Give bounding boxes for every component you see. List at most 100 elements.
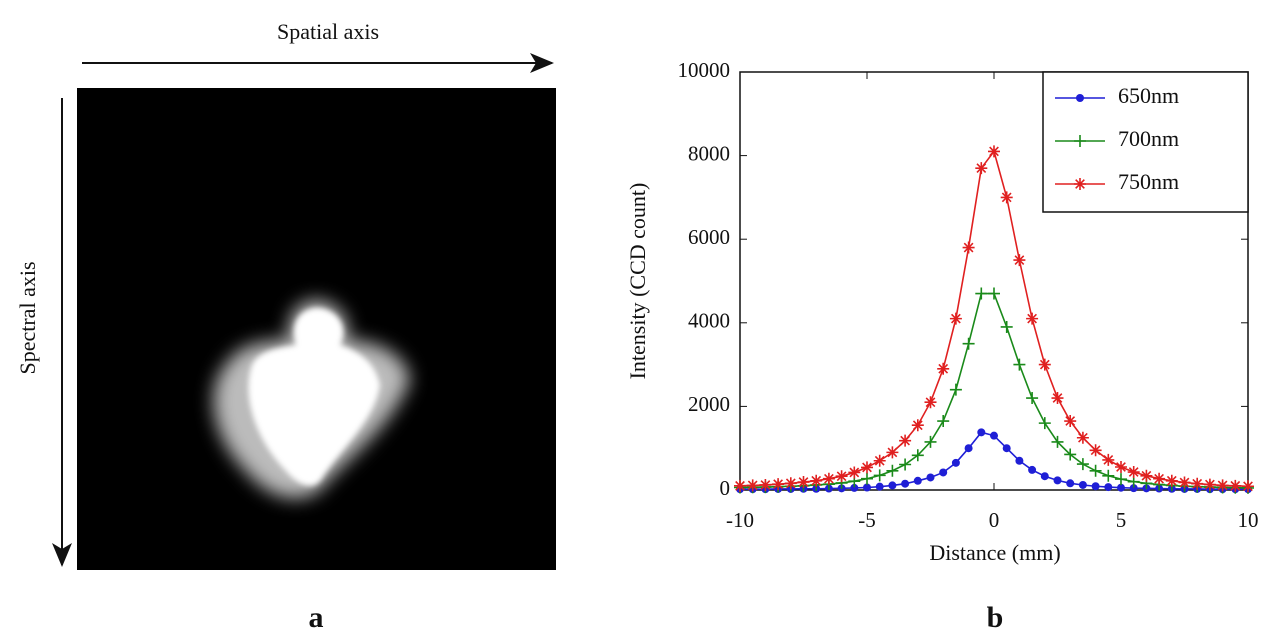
spectral-axis-label: Spectral axis <box>15 261 40 374</box>
legend-marker <box>1076 94 1084 102</box>
marker <box>875 482 884 491</box>
marker <box>939 468 948 477</box>
marker <box>1000 320 1013 333</box>
marker <box>759 478 772 491</box>
marker <box>937 415 950 428</box>
legend-label: 700nm <box>1118 126 1179 151</box>
x-tick-label: 0 <box>989 508 1000 532</box>
marker <box>962 337 975 350</box>
legend-marker <box>1074 178 1086 190</box>
marker <box>1064 415 1077 428</box>
marker <box>975 162 988 175</box>
legend-label: 650nm <box>1118 83 1179 108</box>
marker <box>1089 444 1102 457</box>
marker <box>975 287 988 300</box>
marker <box>1053 476 1062 485</box>
marker <box>1102 453 1115 466</box>
marker <box>951 458 960 467</box>
marker <box>1013 254 1026 267</box>
marker <box>988 145 1000 158</box>
marker <box>1013 358 1026 371</box>
marker <box>822 472 835 485</box>
x-tick-label: 10 <box>1238 508 1259 532</box>
panel-label: a <box>309 601 324 634</box>
x-tick-label: -5 <box>858 508 876 532</box>
marker <box>1026 312 1039 325</box>
marker <box>911 449 924 462</box>
marker <box>911 419 924 432</box>
marker <box>977 428 986 437</box>
marker <box>1127 466 1140 479</box>
marker <box>1066 479 1075 488</box>
marker <box>873 454 886 467</box>
marker <box>1117 483 1125 492</box>
marker <box>1026 392 1039 405</box>
marker <box>848 466 861 479</box>
legend-marker <box>1074 135 1086 147</box>
marker <box>1115 461 1127 474</box>
marker <box>1129 484 1138 493</box>
marker <box>886 464 899 477</box>
marker <box>899 458 912 471</box>
marker <box>835 470 848 483</box>
marker <box>772 478 785 491</box>
marker <box>924 396 937 409</box>
panel-label: b <box>987 601 1004 634</box>
marker <box>926 473 935 482</box>
series-line <box>739 292 1249 489</box>
marker <box>1051 392 1064 405</box>
y-tick-label: 10000 <box>678 58 731 82</box>
marker <box>734 479 746 492</box>
marker <box>1078 480 1087 489</box>
y-tick-label: 0 <box>720 476 731 500</box>
marker <box>901 479 910 488</box>
marker <box>1051 435 1064 448</box>
spatial-axis-label: Spatial axis <box>277 19 379 44</box>
x-tick-label: 5 <box>1116 508 1127 532</box>
x-tick-label: -10 <box>726 508 754 532</box>
marker <box>1203 478 1216 491</box>
marker <box>899 434 912 447</box>
marker <box>949 383 962 396</box>
marker <box>1028 465 1037 474</box>
marker <box>964 444 973 453</box>
marker <box>810 474 823 487</box>
marker <box>1216 479 1229 492</box>
marker <box>1038 358 1051 371</box>
marker <box>888 481 897 490</box>
marker <box>1140 469 1153 482</box>
marker <box>784 477 797 490</box>
marker <box>1002 444 1011 453</box>
marker <box>937 362 950 375</box>
marker <box>886 446 899 459</box>
marker <box>1038 417 1051 430</box>
marker <box>861 461 873 474</box>
marker <box>1102 469 1115 482</box>
marker <box>1104 483 1113 492</box>
y-axis-label: Intensity (CCD count) <box>625 183 650 380</box>
marker <box>1000 191 1013 204</box>
marker <box>1115 473 1127 486</box>
y-tick-label: 6000 <box>688 225 730 249</box>
marker <box>1040 472 1049 481</box>
marker <box>1242 480 1254 493</box>
marker <box>1178 476 1191 489</box>
y-tick-label: 8000 <box>688 141 730 165</box>
marker <box>1064 448 1077 461</box>
marker <box>990 431 998 440</box>
legend-label: 750nm <box>1118 169 1179 194</box>
glow <box>213 300 410 499</box>
marker <box>962 241 975 254</box>
marker <box>1091 482 1100 491</box>
marker <box>873 469 886 482</box>
marker <box>1165 474 1178 487</box>
marker <box>1191 477 1204 490</box>
y-tick-label: 2000 <box>688 392 730 416</box>
marker <box>988 287 1000 300</box>
marker <box>1229 479 1242 492</box>
marker <box>1076 431 1089 444</box>
marker <box>863 483 871 492</box>
legend: 650nm 700nm 750nm <box>1042 71 1249 213</box>
marker <box>797 476 810 489</box>
